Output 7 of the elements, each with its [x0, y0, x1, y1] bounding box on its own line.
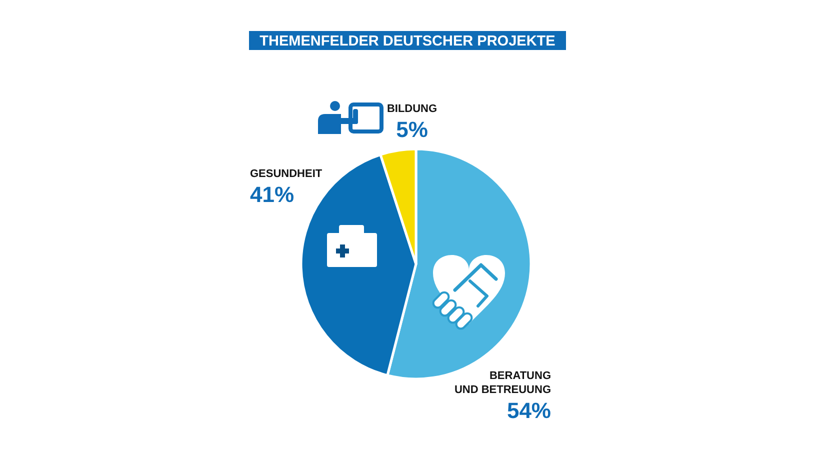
data-label: 41% — [250, 182, 294, 207]
slice-label: GESUNDHEIT — [250, 168, 322, 180]
data-label: 5% — [396, 117, 428, 142]
data-label: 54% — [506, 398, 551, 423]
chart-title: THEMENFELDER DEUTSCHER PROJEKTE — [260, 34, 556, 50]
slice-label: BERATUNG UND BETREUUNG — [454, 370, 551, 396]
slice-label: BILDUNG — [386, 103, 438, 115]
